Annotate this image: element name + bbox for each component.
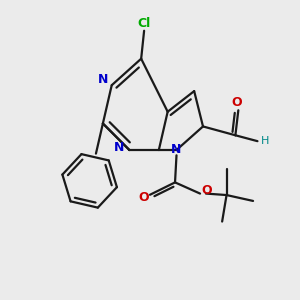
Text: N: N [114, 141, 124, 154]
Text: N: N [171, 143, 182, 157]
Text: O: O [201, 184, 212, 197]
Text: O: O [138, 190, 149, 204]
Text: N: N [98, 73, 109, 86]
Text: Cl: Cl [137, 17, 151, 30]
Text: H: H [261, 136, 269, 146]
Text: O: O [232, 95, 242, 109]
